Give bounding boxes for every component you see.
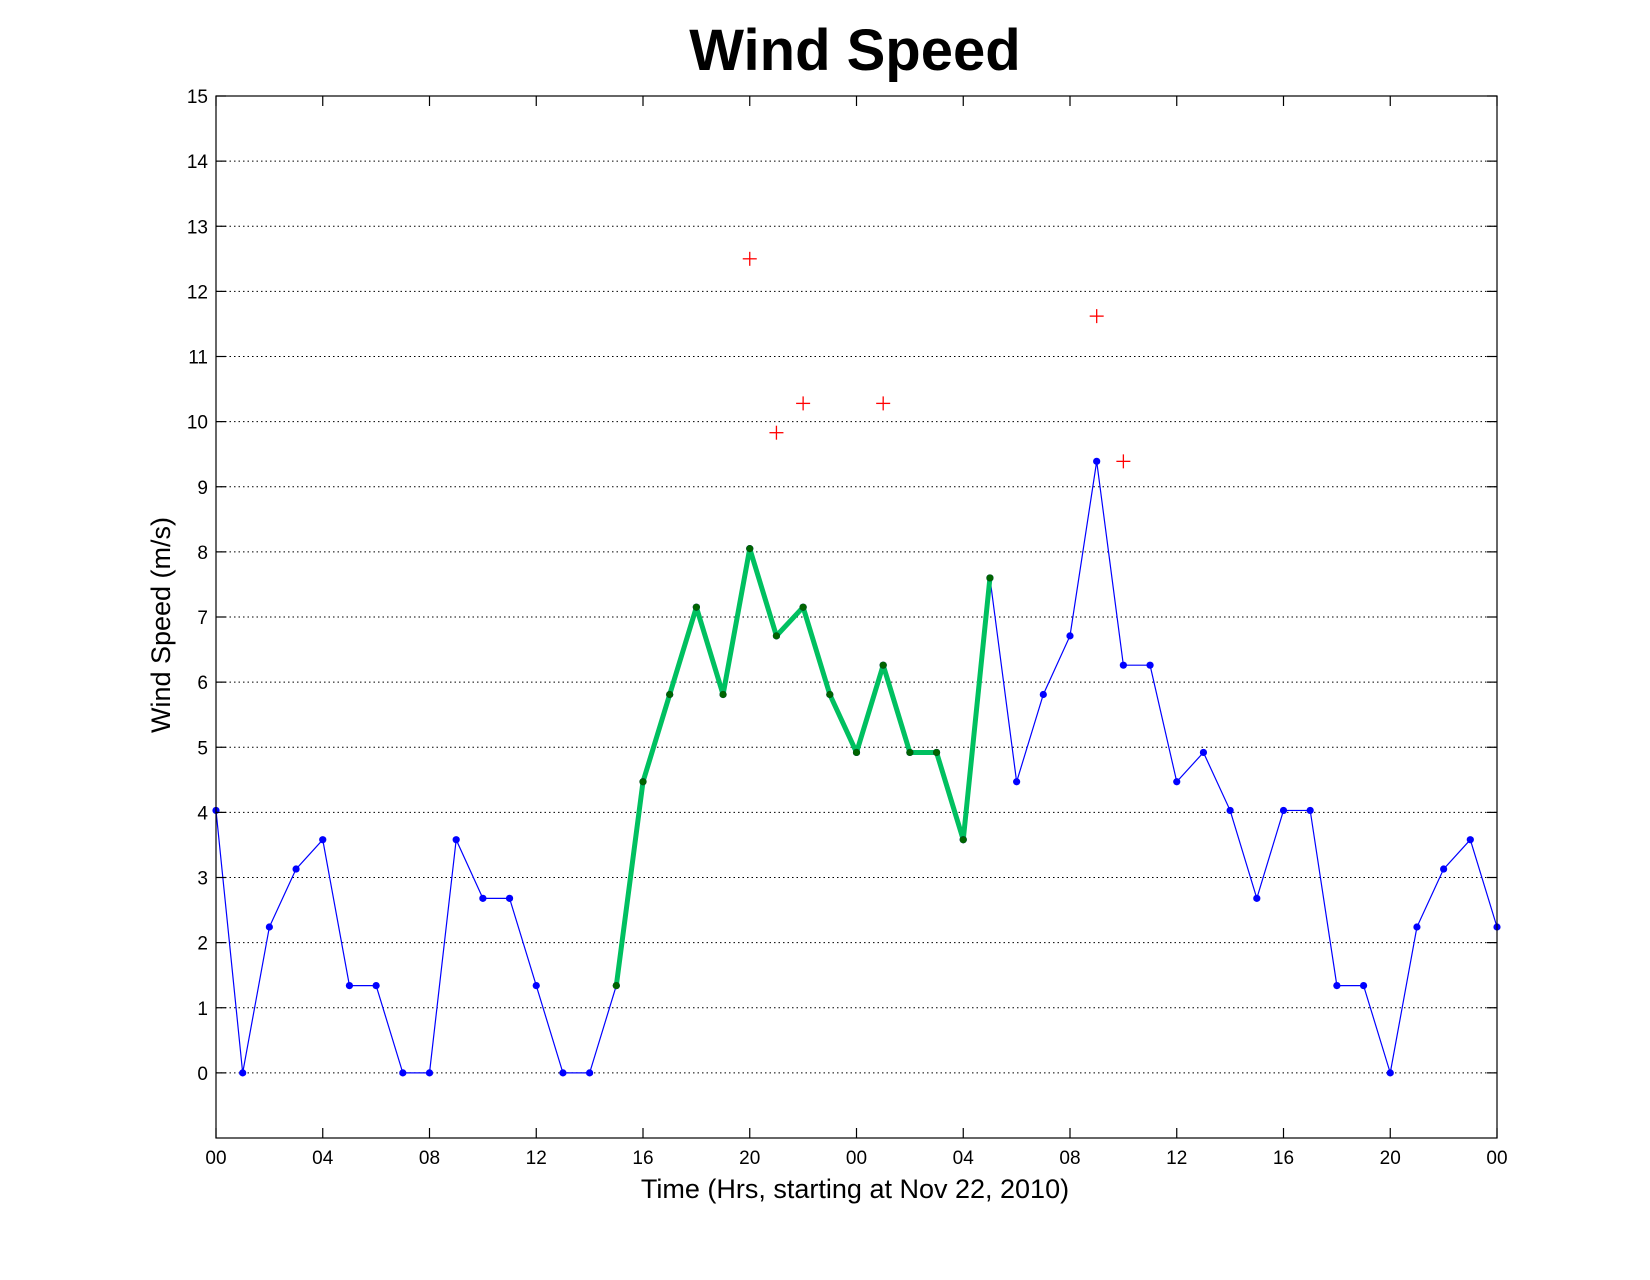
y-tick-label: 8 — [197, 543, 208, 564]
data-point-green — [932, 748, 941, 757]
y-tick-label: 2 — [197, 934, 208, 955]
data-point-blue — [505, 894, 514, 902]
y-tick-label: 0 — [197, 1064, 208, 1085]
y-tick-label: 10 — [187, 413, 208, 434]
y-tick-label: 3 — [197, 869, 208, 890]
data-point-blue — [425, 1069, 434, 1077]
data-point-green — [746, 545, 754, 553]
data-point-green — [612, 982, 620, 990]
data-point-blue — [1359, 982, 1368, 990]
data-point-red-plus — [796, 396, 811, 411]
x-axis-label: Time (Hrs, starting at Nov 22, 2010) — [641, 1174, 1069, 1204]
x-tick-label: 04 — [953, 1148, 975, 1169]
data-point-blue — [532, 982, 540, 990]
data-point-blue — [1013, 778, 1021, 786]
data-point-blue — [1173, 778, 1181, 786]
y-tick-label: 1 — [197, 999, 208, 1020]
y-tick-label: 9 — [197, 478, 208, 499]
data-point-red-plus — [876, 396, 891, 411]
data-point-blue — [239, 1069, 247, 1077]
data-point-green — [692, 603, 700, 611]
x-tick-label: 12 — [1166, 1148, 1187, 1169]
data-point-red-plus — [769, 425, 784, 440]
data-point-green — [852, 748, 861, 757]
x-tick-label: 08 — [1059, 1148, 1080, 1169]
series-line-blue — [215, 461, 1498, 1074]
data-point-blue — [1413, 923, 1421, 931]
y-tick-label: 14 — [187, 152, 209, 173]
data-point-blue — [452, 836, 460, 844]
data-point-blue — [559, 1069, 567, 1077]
x-tick-label: 00 — [1486, 1148, 1507, 1169]
x-tick-label: 16 — [1273, 1148, 1294, 1169]
y-tick-label: 5 — [197, 738, 208, 759]
data-point-blue — [586, 1069, 594, 1077]
data-point-green — [959, 836, 967, 844]
data-point-green — [826, 690, 834, 699]
data-point-green — [986, 574, 994, 582]
y-tick-label: 4 — [197, 803, 208, 824]
data-point-green — [906, 748, 914, 757]
x-tick-label: 12 — [526, 1148, 547, 1169]
x-tick-label: 08 — [419, 1148, 440, 1169]
data-point-blue — [1440, 865, 1448, 873]
grid-lines — [216, 95, 1497, 1074]
y-tick-label: 12 — [187, 282, 208, 303]
x-tick-label: 20 — [1380, 1148, 1401, 1169]
data-point-red-plus — [1116, 454, 1131, 469]
y-tick-label: 13 — [187, 217, 208, 238]
data-point-blue — [479, 894, 487, 902]
data-point-blue — [399, 1069, 407, 1077]
data-point-blue — [1039, 690, 1047, 699]
data-point-green — [666, 690, 674, 699]
data-point-blue — [319, 836, 327, 844]
x-tick-label: 20 — [739, 1148, 760, 1169]
data-point-blue — [345, 982, 354, 990]
data-point-blue — [1119, 661, 1127, 669]
data-point-blue — [1306, 806, 1314, 815]
data-point-blue — [1066, 632, 1074, 640]
series-line-green — [613, 546, 993, 986]
data-point-blue — [1253, 894, 1261, 902]
data-point-green — [639, 778, 647, 786]
plot-series — [212, 251, 1501, 1077]
x-tick-label: 00 — [846, 1148, 867, 1169]
data-point-blue — [372, 982, 380, 990]
y-tick-label: 7 — [197, 608, 208, 629]
data-point-blue — [1226, 806, 1234, 815]
data-point-blue — [265, 923, 273, 931]
x-tick-label: 00 — [205, 1148, 226, 1169]
data-point-blue — [1199, 748, 1208, 757]
data-point-green — [772, 632, 781, 640]
data-point-green — [799, 603, 807, 611]
data-point-green — [719, 690, 727, 699]
data-point-red-plus — [742, 251, 757, 266]
data-point-blue — [1333, 982, 1341, 990]
x-tick-label: 04 — [312, 1148, 334, 1169]
data-point-blue — [1146, 661, 1154, 669]
x-tick-label: 16 — [632, 1148, 653, 1169]
data-point-red-plus — [1089, 309, 1104, 324]
data-point-blue — [292, 865, 300, 873]
y-tick-label: 6 — [197, 673, 208, 694]
data-point-blue — [1466, 836, 1474, 844]
y-axis-label: Wind Speed (m/s) — [146, 517, 176, 733]
y-tick-label: 15 — [187, 87, 208, 108]
y-tick-label: 11 — [188, 348, 208, 369]
chart-title: Wind Speed — [689, 18, 1020, 83]
data-point-green — [879, 661, 887, 669]
data-point-blue — [1093, 457, 1101, 465]
data-point-blue — [1279, 806, 1288, 815]
data-point-blue — [1386, 1069, 1394, 1077]
